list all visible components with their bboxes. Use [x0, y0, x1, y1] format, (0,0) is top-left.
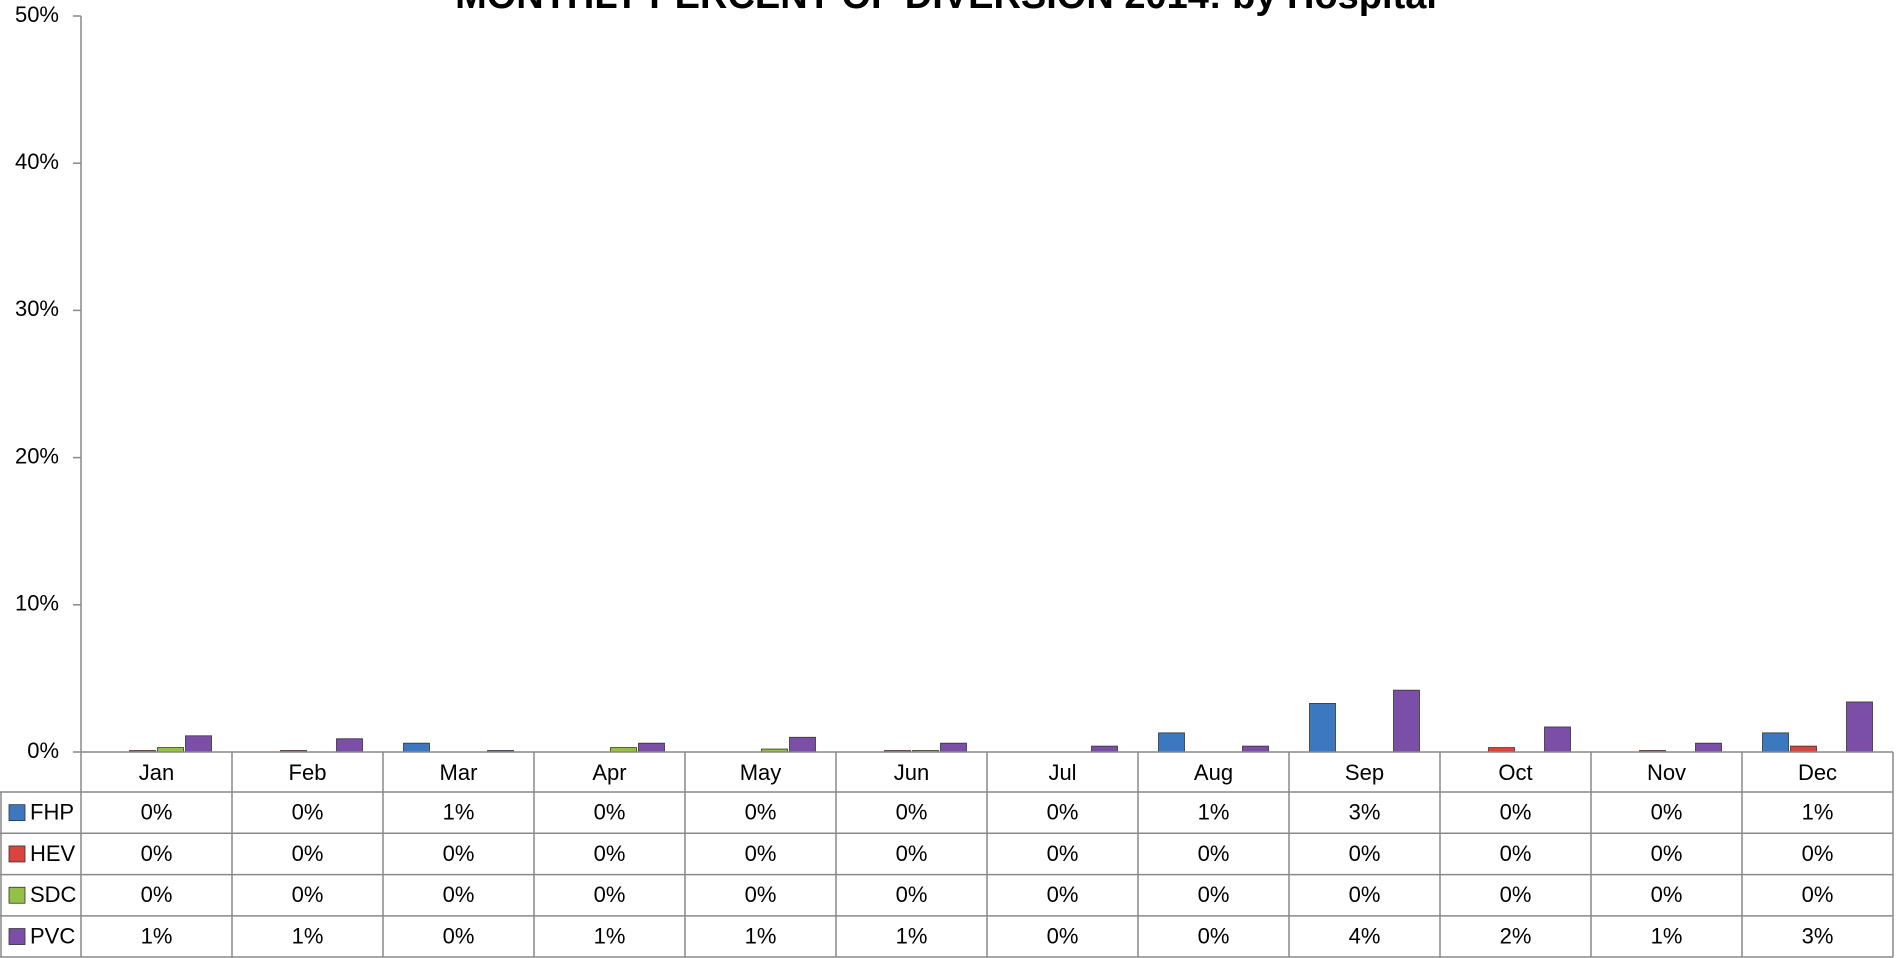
table-value: 0% [1651, 799, 1683, 824]
bar [1846, 701, 1873, 753]
x-tick-label: Nov [1647, 760, 1686, 785]
table-value: 0% [443, 882, 475, 907]
table-value: 0% [1802, 882, 1834, 907]
table-value: 0% [1802, 841, 1834, 866]
bar [789, 736, 816, 753]
legend-label: PVC [30, 923, 75, 948]
bar [1309, 703, 1336, 753]
table-value: 1% [1802, 799, 1834, 824]
table-value: 0% [443, 923, 475, 948]
y-tick-label: 20% [15, 443, 59, 468]
bar [1393, 689, 1420, 753]
table-value: 0% [292, 799, 324, 824]
x-tick-label: Mar [440, 760, 478, 785]
table-value: 0% [292, 841, 324, 866]
table-value: 0% [1047, 923, 1079, 948]
bar [940, 742, 967, 753]
table-value: 0% [141, 799, 173, 824]
bar [185, 735, 212, 753]
x-tick-label: Oct [1498, 760, 1532, 785]
table-value: 0% [1500, 882, 1532, 907]
table-value: 1% [896, 923, 928, 948]
y-tick-label: 50% [15, 2, 59, 27]
bar [1790, 745, 1817, 753]
table-value: 1% [1651, 923, 1683, 948]
legend-swatch [8, 845, 26, 863]
legend-label: SDC [30, 882, 77, 907]
legend-swatch [8, 886, 26, 904]
bar [1695, 742, 1722, 753]
table-value: 0% [896, 799, 928, 824]
table-value: 0% [141, 882, 173, 907]
table-value: 0% [1198, 841, 1230, 866]
table-value: 1% [594, 923, 626, 948]
table-value: 0% [745, 882, 777, 907]
bar [1091, 745, 1118, 753]
table-value: 1% [1198, 799, 1230, 824]
bar [1762, 732, 1789, 753]
bar [336, 738, 363, 753]
x-tick-label: Jun [894, 760, 929, 785]
table-value: 0% [896, 841, 928, 866]
chart-title: MONTHLY PERCENT OF DIVERSION 2014: by Ho… [455, 0, 1437, 17]
table-value: 0% [1047, 882, 1079, 907]
x-tick-label: Jan [139, 760, 174, 785]
table-value: 0% [1047, 841, 1079, 866]
table-value: 1% [443, 799, 475, 824]
bar [638, 742, 665, 753]
legend-label: HEV [30, 841, 76, 866]
table-value: 0% [1349, 841, 1381, 866]
table-value: 1% [141, 923, 173, 948]
table-value: 0% [1198, 923, 1230, 948]
x-tick-label: Jul [1048, 760, 1076, 785]
table-value: 0% [1500, 799, 1532, 824]
table-value: 0% [1651, 882, 1683, 907]
table-value: 0% [594, 882, 626, 907]
legend-swatch [8, 804, 26, 822]
table-value: 0% [443, 841, 475, 866]
legend-label: FHP [30, 799, 74, 824]
table-value: 0% [745, 799, 777, 824]
bar [1242, 745, 1269, 753]
x-tick-label: Sep [1345, 760, 1384, 785]
x-tick-label: Aug [1194, 760, 1233, 785]
table-value: 0% [292, 882, 324, 907]
table-value: 0% [1500, 841, 1532, 866]
bar [403, 742, 430, 753]
table-value: 0% [1198, 882, 1230, 907]
table-value: 3% [1802, 923, 1834, 948]
table-value: 0% [141, 841, 173, 866]
legend-swatch [8, 928, 26, 945]
table-value: 0% [1651, 841, 1683, 866]
y-tick-label: 0% [27, 738, 59, 763]
table-value: 4% [1349, 923, 1381, 948]
table-value: 2% [1500, 923, 1532, 948]
x-tick-label: Feb [289, 760, 327, 785]
table-value: 0% [896, 882, 928, 907]
table-value: 3% [1349, 799, 1381, 824]
x-tick-label: Dec [1798, 760, 1837, 785]
y-tick-label: 30% [15, 296, 59, 321]
table-value: 1% [745, 923, 777, 948]
table-value: 0% [594, 841, 626, 866]
bar [1158, 732, 1185, 753]
table-value: 0% [1349, 882, 1381, 907]
y-tick-label: 40% [15, 149, 59, 174]
x-tick-label: May [740, 760, 782, 785]
table-value: 0% [745, 841, 777, 866]
table-value: 0% [594, 799, 626, 824]
table-value: 1% [292, 923, 324, 948]
table-value: 0% [1047, 799, 1079, 824]
x-tick-label: Apr [592, 760, 626, 785]
bar [1544, 726, 1571, 753]
y-tick-label: 10% [15, 591, 59, 616]
